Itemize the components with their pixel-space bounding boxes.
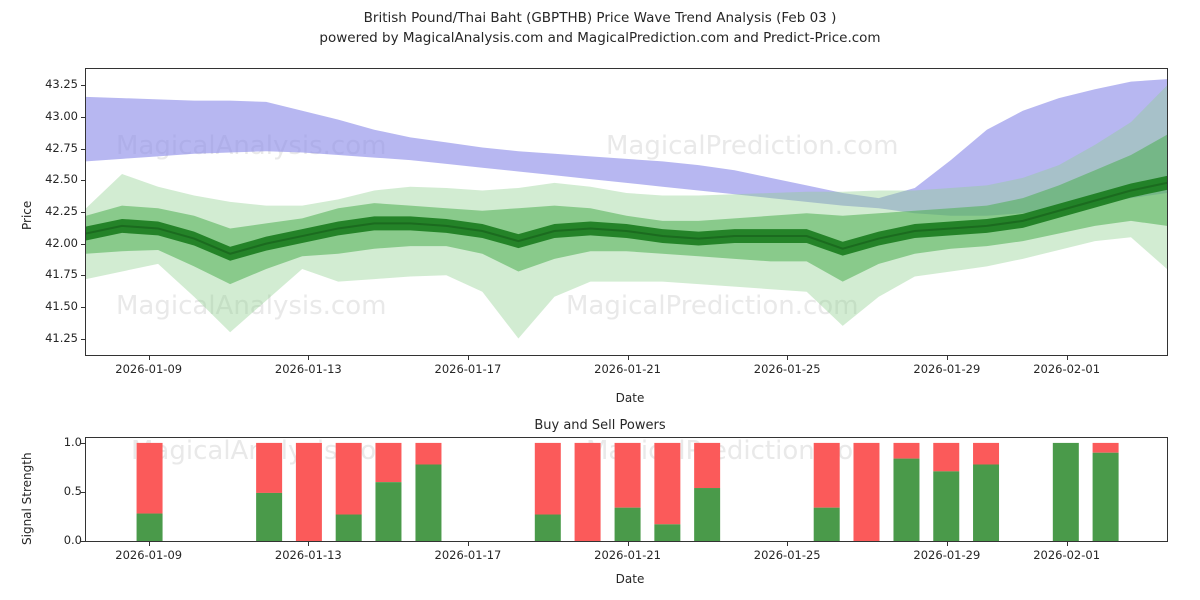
signal-xtick: 2026-01-21 — [594, 548, 661, 562]
price-ytick: 42.25 — [45, 204, 78, 218]
signal-yaxis-title: Signal Strength — [20, 452, 34, 545]
price-ytick: 41.25 — [45, 330, 78, 345]
price-xtick: 2026-01-09 — [115, 362, 183, 376]
price-ytick: 42.75 — [45, 140, 78, 155]
price-ytick: 43.00 — [45, 109, 78, 124]
signal-xtick: 2026-02-01 — [1033, 548, 1101, 562]
price-xtick: 2026-02-01 — [1033, 362, 1101, 376]
signal-xtick: 2026-01-29 — [913, 548, 981, 562]
price-xtick: 2026-01-17 — [434, 362, 502, 376]
price-yaxis-title: Price — [20, 200, 34, 230]
price-wave-plot: MagicalAnalysis.com MagicalPrediction.co… — [85, 68, 1168, 356]
price-xtick: 2026-01-13 — [274, 362, 342, 376]
price-ytick: 42.50 — [45, 172, 78, 187]
price-ytick: 41.50 — [45, 298, 78, 313]
signal-xtick: 2026-01-17 — [434, 548, 502, 562]
price-ytick: 41.75 — [45, 267, 78, 282]
chart-title-line1: British Pound/Thai Baht (GBPTHB) Price W… — [363, 10, 837, 26]
signal-ytick: 0.0 — [63, 533, 82, 547]
buy-sell-powers-plot: MagicalAnalysis.com MagicalPrediction.co… — [85, 437, 1168, 542]
signal-ytick: 1.0 — [63, 434, 82, 449]
signal-bars-svg — [136, 442, 1119, 541]
signal-chart-title: Buy and Sell Powers — [534, 418, 666, 433]
price-xtick: 2026-01-25 — [753, 362, 821, 376]
signal-xtick: 2026-01-25 — [753, 548, 821, 562]
signal-xtick: 2026-01-13 — [274, 548, 342, 562]
price-ytick: 43.25 — [45, 77, 78, 92]
signal-xaxis-title: Date — [615, 572, 645, 586]
chart-title-line2: powered by MagicalAnalysis.com and Magic… — [319, 30, 881, 46]
price-ytick: 42.00 — [45, 235, 78, 250]
title-block: British Pound/Thai Baht (GBPTHB) Price W… — [0, 8, 1200, 48]
price-bands-svg — [86, 79, 1167, 339]
price-xaxis-title: Date — [615, 391, 645, 405]
signal-xtick: 2026-01-09 — [115, 548, 183, 562]
price-xtick: 2026-01-21 — [594, 362, 661, 376]
signal-ytick: 0.5 — [63, 483, 82, 498]
price-xtick: 2026-01-29 — [913, 362, 981, 376]
